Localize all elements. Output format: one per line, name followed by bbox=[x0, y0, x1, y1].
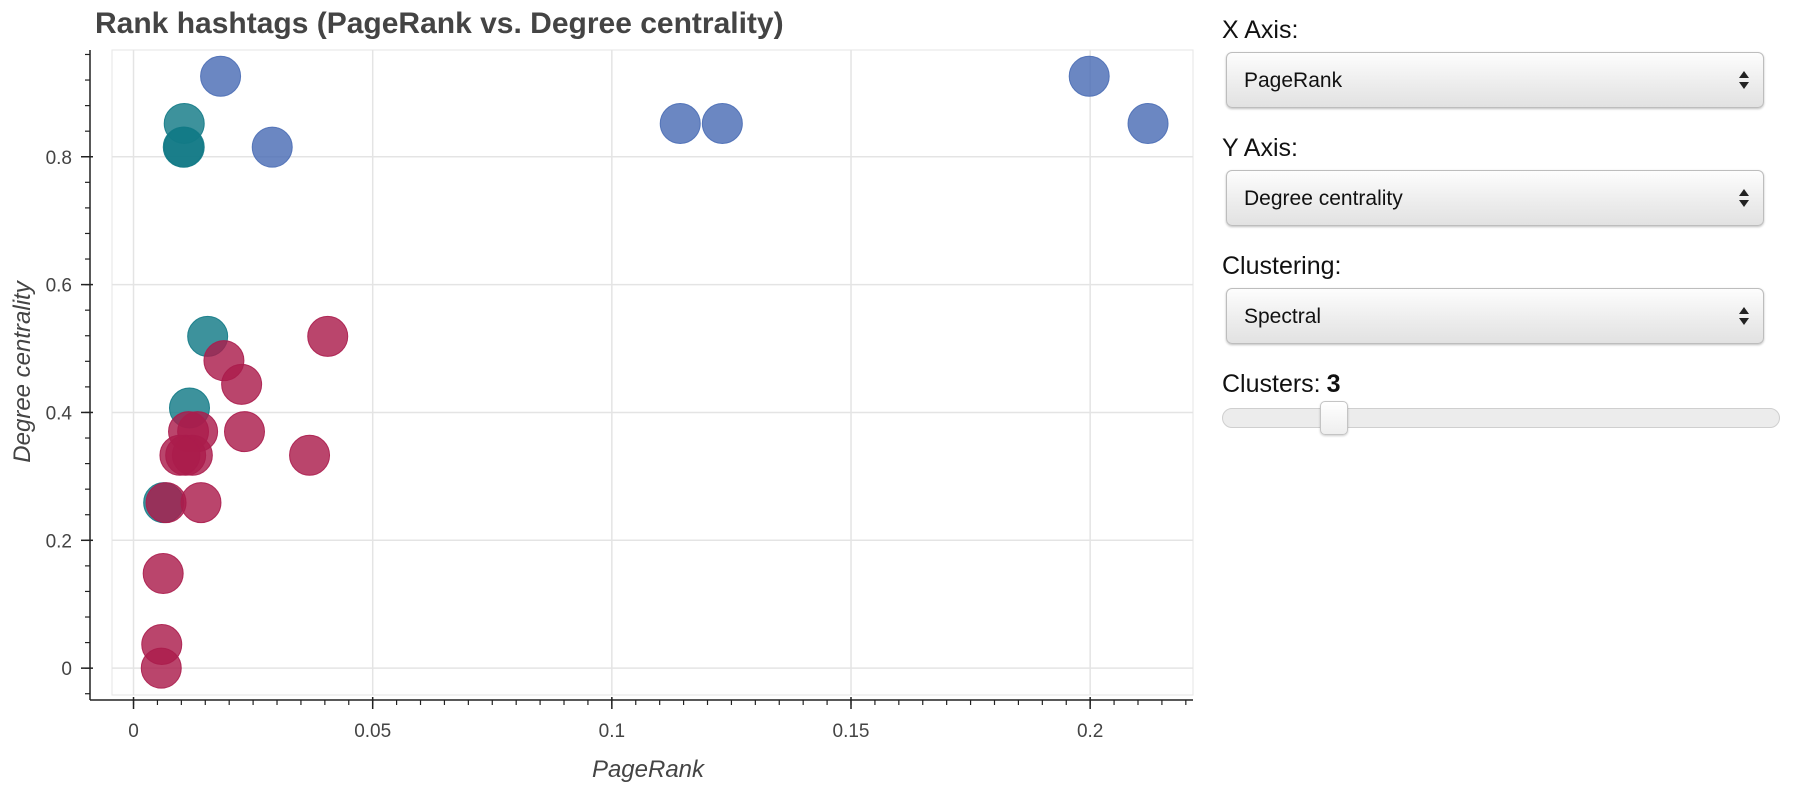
clusters-value: 3 bbox=[1326, 370, 1341, 398]
x-tick-label: 0.1 bbox=[599, 721, 625, 742]
data-points bbox=[140, 55, 1169, 689]
data-point bbox=[163, 126, 205, 168]
x-axis-select-value: PageRank bbox=[1244, 69, 1343, 92]
controls-panel: X Axis: PageRank Y Axis: Degree centrali… bbox=[1222, 14, 1782, 435]
grid-lines bbox=[112, 50, 1193, 695]
data-point bbox=[659, 103, 701, 145]
clusters-slider-handle[interactable] bbox=[1320, 401, 1349, 435]
y-axis-select[interactable]: Degree centrality bbox=[1226, 170, 1764, 226]
data-point bbox=[1127, 103, 1169, 145]
clustering-select[interactable]: Spectral bbox=[1226, 288, 1764, 344]
y-axis-label: Degree centrality bbox=[9, 279, 36, 462]
chart-canvas: Rank hashtags (PageRank vs. Degree centr… bbox=[9, 7, 1194, 783]
data-point bbox=[200, 55, 242, 97]
clustering-select-value: Spectral bbox=[1244, 305, 1322, 328]
chart-title: Rank hashtags (PageRank vs. Degree centr… bbox=[95, 7, 784, 40]
up-down-arrows-icon bbox=[1739, 307, 1749, 325]
y-tick-label: 0.6 bbox=[46, 276, 72, 297]
clusters-slider[interactable] bbox=[1222, 401, 1780, 435]
data-point bbox=[223, 411, 265, 453]
x-tick-label: 0.05 bbox=[354, 721, 391, 742]
x-tick-label: 0.15 bbox=[833, 721, 870, 742]
clusters-slider-label: Clusters: 3 bbox=[1222, 368, 1782, 400]
y-tick-label: 0.4 bbox=[46, 403, 73, 424]
data-point bbox=[142, 553, 184, 595]
axes: 0 0.05 0.1 0.15 0.2 0 0.2 0.4 0.6 0.8 bbox=[46, 50, 1193, 742]
data-point bbox=[145, 482, 187, 524]
data-point bbox=[1068, 55, 1110, 97]
y-tick-label: 0 bbox=[61, 659, 72, 680]
y-axis-select-label: Y Axis: bbox=[1222, 134, 1298, 162]
data-point bbox=[180, 482, 222, 524]
data-point bbox=[701, 103, 743, 145]
x-tick-label: 0 bbox=[128, 721, 139, 742]
y-axis-select-value: Degree centrality bbox=[1244, 187, 1403, 210]
x-axis-select[interactable]: PageRank bbox=[1226, 52, 1764, 108]
data-point bbox=[221, 363, 263, 405]
clustering-select-label: Clustering: bbox=[1222, 252, 1342, 280]
x-tick-label: 0.2 bbox=[1077, 721, 1103, 742]
x-axis-label: PageRank bbox=[592, 756, 706, 783]
data-point bbox=[159, 434, 201, 476]
data-point bbox=[140, 647, 182, 689]
scatter-chart: Rank hashtags (PageRank vs. Degree centr… bbox=[9, 7, 1194, 783]
y-tick-label: 0.2 bbox=[46, 531, 72, 552]
up-down-arrows-icon bbox=[1739, 71, 1749, 89]
up-down-arrows-icon bbox=[1739, 189, 1749, 207]
data-point bbox=[251, 126, 293, 168]
y-tick-label: 0.8 bbox=[46, 148, 72, 169]
data-point bbox=[289, 434, 331, 476]
x-axis-select-label: X Axis: bbox=[1222, 16, 1299, 44]
clusters-label-text: Clusters: bbox=[1222, 370, 1321, 398]
data-point bbox=[307, 315, 349, 357]
